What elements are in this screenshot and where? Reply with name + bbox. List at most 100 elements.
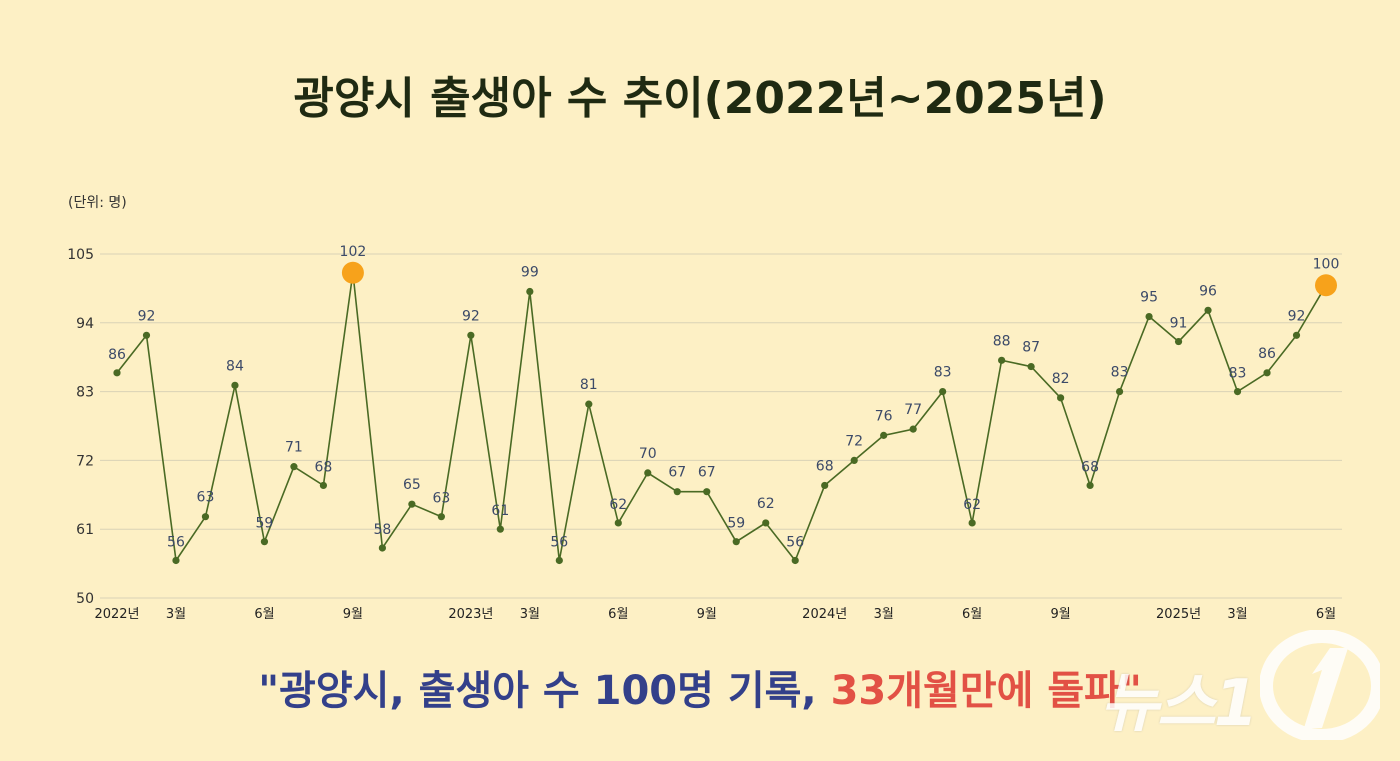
data-point	[585, 400, 593, 408]
data-point	[1263, 369, 1271, 377]
data-label: 67	[668, 465, 686, 481]
data-point	[1145, 312, 1153, 321]
data-label: 100	[1313, 256, 1340, 272]
data-point	[880, 431, 888, 439]
data-label: 56	[786, 534, 804, 550]
data-label: 67	[698, 465, 716, 481]
data-label: 81	[580, 377, 598, 393]
data-label: 62	[609, 497, 627, 513]
data-label: 83	[1111, 365, 1129, 381]
news1-logo-icon	[1260, 630, 1380, 740]
series-line	[116, 272, 1327, 563]
data-point	[555, 556, 563, 565]
data-label: 99	[521, 265, 539, 281]
data-point	[172, 556, 180, 565]
data-point	[437, 513, 445, 521]
chart-title: 광양시 출생아 수 추이(2022년~2025년)	[293, 73, 1107, 124]
data-label: 96	[1199, 283, 1217, 299]
data-label: 88	[993, 333, 1011, 349]
data-label: 92	[462, 308, 480, 324]
x-tick-label: 2022년	[94, 607, 139, 622]
data-label: 63	[432, 491, 450, 507]
data-point	[998, 356, 1006, 364]
x-tick-label: 6월	[608, 607, 628, 622]
data-point	[526, 287, 534, 296]
headline: "광양시, 출생아 수 100명 기록, 33개월만에 돌파"	[0, 658, 1400, 716]
data-label: 59	[256, 516, 274, 532]
data-label: 59	[727, 516, 745, 532]
news1-watermark: 뉴스1	[1100, 630, 1390, 741]
data-label: 68	[315, 459, 333, 475]
data-label: 95	[1140, 290, 1158, 306]
data-label: 92	[138, 308, 156, 324]
data-point	[231, 381, 239, 389]
data-label: 70	[639, 446, 657, 462]
data-point	[703, 488, 711, 496]
data-point	[821, 481, 829, 490]
headline-part2: 33개월만에 돌파"	[830, 668, 1142, 714]
data-point	[142, 331, 151, 339]
y-tick-label: 105	[67, 247, 94, 263]
data-label: 86	[1258, 346, 1276, 362]
data-point	[791, 556, 799, 565]
x-tick-label: 9월	[1050, 607, 1070, 622]
y-tick-label: 83	[76, 385, 94, 401]
data-point	[378, 544, 386, 552]
data-label: 76	[875, 408, 893, 424]
data-label: 62	[963, 497, 981, 513]
x-tick-label: 6월	[962, 607, 982, 622]
data-label: 84	[226, 358, 244, 374]
data-point	[1292, 331, 1301, 339]
watermark-text: 뉴스1	[1100, 667, 1258, 741]
unit-label: (단위: 명)	[68, 195, 127, 211]
data-label: 56	[550, 534, 568, 550]
y-tick-label: 61	[76, 522, 94, 538]
x-tick-label: 3월	[520, 607, 540, 622]
data-point	[762, 519, 770, 527]
data-label: 56	[167, 534, 185, 550]
x-tick-label: 2023년	[448, 607, 493, 622]
data-label: 86	[108, 347, 126, 363]
data-point	[319, 481, 328, 490]
data-label: 77	[904, 402, 922, 418]
y-tick-label: 72	[76, 453, 94, 469]
headline-part1: "광양시, 출생아 수 100명 기록,	[258, 668, 831, 714]
y-tick-label: 50	[76, 591, 94, 607]
x-tick-label: 6월	[1316, 607, 1336, 622]
data-label: 61	[491, 503, 509, 519]
data-label: 62	[757, 496, 775, 512]
x-tick-label: 6월	[254, 607, 274, 622]
x-tick-label: 9월	[343, 607, 363, 622]
data-label: 102	[340, 244, 367, 260]
x-tick-label: 3월	[874, 607, 894, 622]
data-point	[939, 388, 947, 396]
data-label: 72	[845, 433, 863, 449]
data-point-highlight	[1315, 274, 1337, 297]
data-point	[673, 488, 681, 496]
data-label: 63	[197, 490, 215, 506]
data-label: 83	[934, 365, 952, 381]
data-label: 82	[1052, 371, 1070, 387]
x-tick-label: 9월	[697, 607, 717, 622]
x-tick-label: 2025년	[1156, 607, 1201, 622]
x-tick-label: 3월	[166, 607, 186, 622]
data-label: 68	[1081, 459, 1099, 475]
data-label: 58	[373, 522, 391, 538]
data-label: 91	[1170, 316, 1188, 332]
data-point	[732, 538, 740, 546]
data-point	[850, 456, 858, 464]
y-tick-label: 94	[76, 316, 94, 332]
data-label: 68	[816, 458, 834, 474]
data-point	[260, 538, 269, 546]
data-point	[496, 525, 504, 533]
data-point	[1115, 388, 1124, 396]
data-point	[290, 463, 298, 471]
x-tick-label: 3월	[1227, 607, 1247, 622]
data-point	[113, 369, 121, 377]
data-label: 71	[285, 440, 303, 456]
line-chart: 50 61 72 83 94 105 2022년 3월 6월 9월 2023년 3월 6월 9월 2024년…	[67, 244, 1342, 622]
data-point	[1086, 481, 1094, 490]
data-label: 65	[403, 477, 421, 493]
data-point	[408, 500, 416, 508]
data-point	[467, 331, 475, 339]
